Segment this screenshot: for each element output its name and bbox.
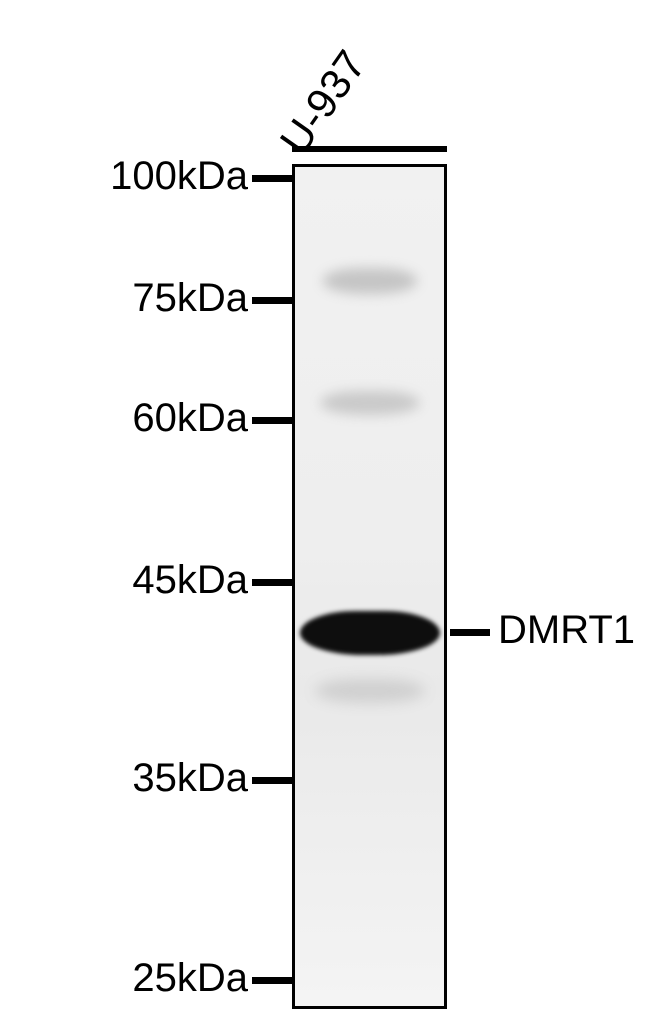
mw-marker-tick [252,417,292,424]
protein-tick [450,629,490,636]
mw-marker-label: 60kDa [132,396,248,441]
mw-marker-label: 45kDa [132,558,248,603]
blot-figure: U-937 DMRT1 100kDa 75kDa 60kDa 45kDa 35kDa 25… [0,0,650,1034]
mw-marker-tick [252,977,292,984]
blot-band [315,679,425,703]
lane-underline [292,146,447,152]
mw-marker-label: 35kDa [132,756,248,801]
mw-marker-label: 100kDa [110,154,248,199]
protein-label: DMRT1 [498,608,635,653]
mw-marker-label: 75kDa [132,276,248,321]
mw-marker-label: 25kDa [132,956,248,1001]
mw-marker-tick [252,777,292,784]
blot-band [300,611,440,655]
blot-band [322,268,417,294]
mw-marker-tick [252,579,292,586]
mw-marker-tick [252,175,292,182]
lane-label: U-937 [271,42,376,163]
blot-band [320,391,420,415]
mw-marker-tick [252,297,292,304]
blot-lane [292,164,447,1009]
